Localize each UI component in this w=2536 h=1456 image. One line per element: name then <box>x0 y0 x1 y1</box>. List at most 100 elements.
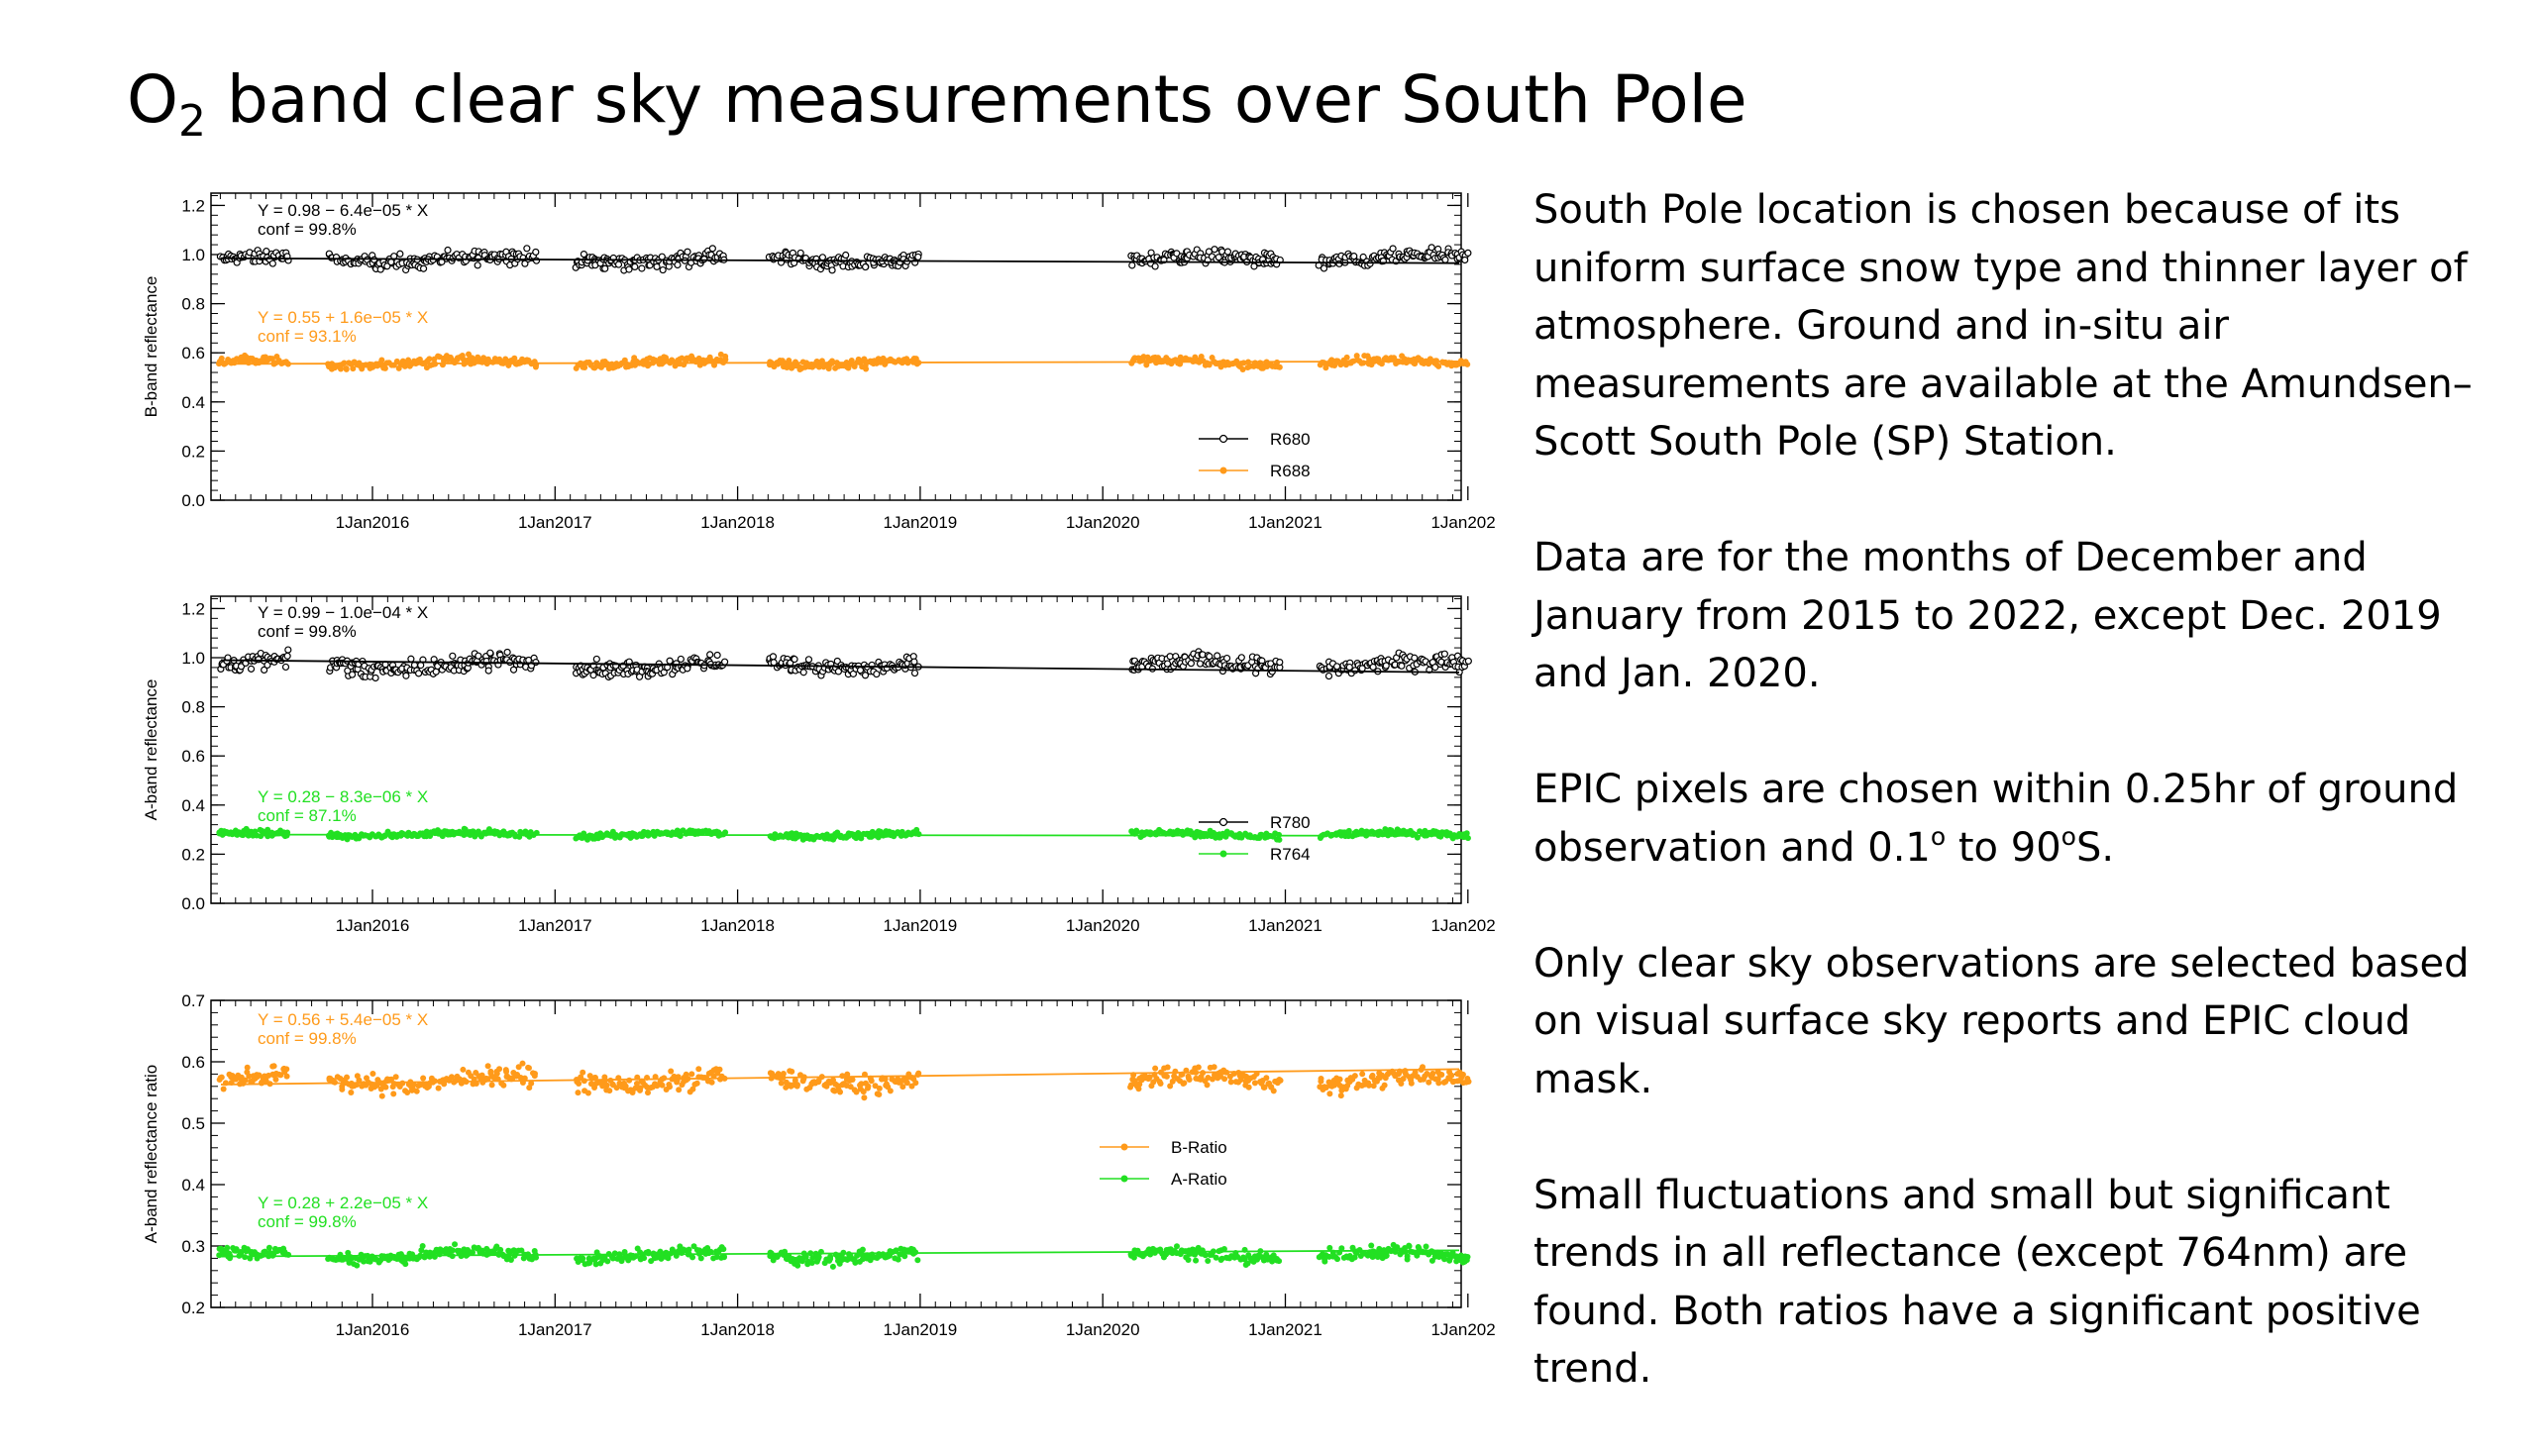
data-point <box>780 1071 787 1078</box>
data-point <box>381 364 388 371</box>
y-tick-label: 0.4 <box>181 796 205 815</box>
series-B-Ratio <box>216 1060 1472 1101</box>
data-point <box>1334 1256 1341 1263</box>
x-tick-label: 1Jan2016 <box>336 916 410 935</box>
data-point <box>708 245 716 253</box>
data-point <box>689 1254 696 1261</box>
data-point <box>387 258 395 266</box>
data-point <box>861 672 870 679</box>
data-point <box>706 651 714 659</box>
series-R680 <box>216 244 1472 274</box>
data-point <box>1423 1243 1429 1250</box>
data-point <box>1324 672 1333 680</box>
y-tick-label: 0.4 <box>181 1176 205 1195</box>
data-point <box>720 1246 727 1253</box>
data-point <box>344 1074 351 1081</box>
y-tick-label: 0.6 <box>181 1053 205 1072</box>
description-text: South Pole location is chosen because of… <box>1533 181 2524 1456</box>
data-point <box>283 1073 290 1080</box>
data-point <box>1459 1071 1466 1078</box>
paragraph-4: Only clear sky observations are selected… <box>1533 940 2470 1102</box>
y-tick-label: 0.5 <box>181 1114 205 1133</box>
y-tick-label: 0.3 <box>181 1237 205 1256</box>
data-point <box>503 648 511 657</box>
data-point <box>1270 1088 1277 1094</box>
data-point <box>420 1075 427 1082</box>
data-point <box>575 1090 581 1096</box>
x-tick-label: 1Jan2020 <box>1066 513 1140 532</box>
data-point <box>1359 1071 1366 1078</box>
data-point <box>1181 1080 1188 1087</box>
data-point <box>426 356 433 363</box>
data-point <box>914 1257 921 1264</box>
fit-annotation: conf = 99.8% <box>258 1212 357 1231</box>
x-tick-label: 1Jan2018 <box>700 513 775 532</box>
data-point <box>220 1086 227 1092</box>
data-point <box>1429 1070 1436 1077</box>
data-point <box>653 262 661 270</box>
data-point <box>1276 1077 1283 1084</box>
legend-marker <box>1218 434 1228 444</box>
y-tick-label: 0.2 <box>181 442 205 461</box>
data-point <box>1389 245 1397 253</box>
data-point <box>1211 246 1218 254</box>
y-tick-label: 0.0 <box>181 491 205 510</box>
data-point <box>661 1075 668 1082</box>
paragraph-1: South Pole location is chosen because of… <box>1533 187 2473 465</box>
fit-annotation: Y = 0.55 + 1.6e−05 * X <box>258 308 428 327</box>
data-point <box>419 1243 426 1250</box>
data-point <box>261 666 268 675</box>
data-point <box>794 1262 801 1269</box>
data-point <box>1145 1076 1152 1083</box>
data-point <box>1465 1078 1472 1085</box>
data-point <box>828 266 836 274</box>
data-point <box>912 1080 919 1087</box>
data-point <box>354 1262 361 1269</box>
plot-frame <box>210 595 1462 904</box>
fit-annotation: conf = 93.1% <box>258 327 357 346</box>
data-point <box>861 262 870 271</box>
data-point <box>769 653 778 661</box>
data-point <box>666 657 674 665</box>
data-point <box>876 1085 883 1092</box>
data-point <box>793 1082 800 1089</box>
data-point <box>1211 1064 1217 1071</box>
data-point <box>601 264 609 272</box>
data-point <box>1343 354 1350 361</box>
data-point <box>1408 1080 1415 1087</box>
data-point <box>1218 667 1227 676</box>
data-point <box>873 670 881 678</box>
data-point <box>1426 1079 1432 1086</box>
x-tick-label: 1Jan2022 <box>1430 916 1496 935</box>
data-point <box>576 1081 582 1088</box>
data-point <box>789 1068 795 1075</box>
data-point <box>268 356 275 363</box>
x-tick-label: 1Jan2020 <box>1066 1320 1140 1339</box>
data-point <box>592 655 600 664</box>
data-point <box>419 264 428 272</box>
data-point <box>474 261 481 269</box>
data-point <box>1151 262 1159 270</box>
data-point <box>1239 365 1246 372</box>
legend-marker <box>1120 1175 1128 1183</box>
fit-annotation: conf = 99.8% <box>258 1029 357 1048</box>
data-point <box>669 357 676 364</box>
data-point <box>1221 1076 1228 1083</box>
data-point <box>452 1241 459 1248</box>
x-tick-label: 1Jan2020 <box>1066 916 1140 935</box>
data-point <box>659 1082 666 1089</box>
data-point <box>1128 261 1136 269</box>
data-point <box>1245 1084 1252 1091</box>
fit-annotation: Y = 0.98 − 6.4e−05 * X <box>258 201 428 220</box>
data-point <box>695 1066 702 1073</box>
data-point <box>484 1063 491 1070</box>
x-tick-label: 1Jan2022 <box>1430 513 1496 532</box>
x-tick-label: 1Jan2018 <box>700 916 775 935</box>
data-point <box>1350 253 1358 260</box>
fit-annotation: conf = 99.8% <box>258 220 357 239</box>
legend-marker <box>1219 850 1227 858</box>
data-point <box>868 1078 875 1085</box>
data-point <box>496 1066 503 1073</box>
data-point <box>910 669 919 677</box>
data-point <box>532 248 540 257</box>
